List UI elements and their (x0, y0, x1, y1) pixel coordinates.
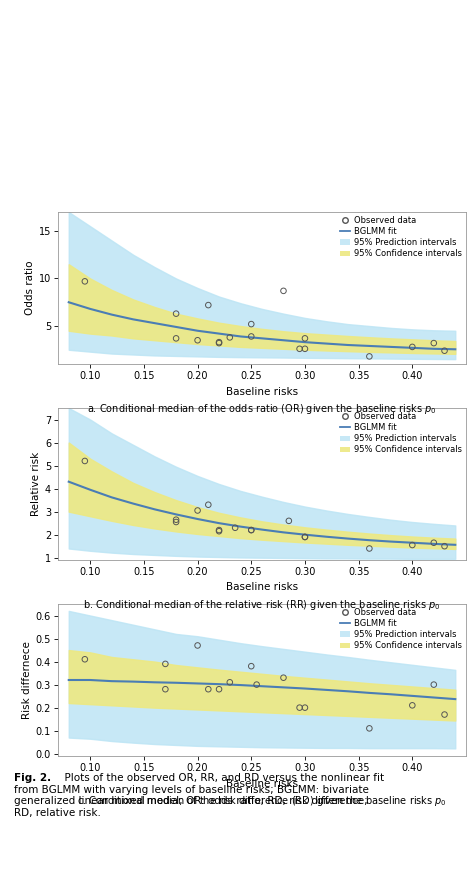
Point (226, 330, 234, 344)
X-axis label: Baseline risks: Baseline risks (226, 387, 298, 396)
Point (301, 700, 309, 714)
Y-axis label: Odds ratio: Odds ratio (25, 260, 35, 315)
Text: a. Conditional median of the odds ratio (OR) given the baseline risks $p_0$: a. Conditional median of the odds ratio … (87, 402, 437, 416)
Point (215, 336, 223, 350)
Text: c. Conditional median of the risk difference (RD) given the baseline risks $p_0$: c. Conditional median of the risk differ… (77, 794, 447, 808)
Y-axis label: Relative risk: Relative risk (31, 452, 41, 517)
Point (365, 542, 373, 556)
Point (81, 274, 89, 288)
Point (204, 497, 212, 511)
Point (441, 707, 448, 721)
Point (231, 521, 239, 535)
Point (81, 652, 89, 666)
Point (301, 341, 309, 355)
Point (173, 307, 180, 321)
Point (409, 340, 416, 354)
Point (247, 523, 255, 537)
Point (173, 515, 180, 529)
Text: b. Conditional median of the relative risk (RR) given the baseline risks $p_0$: b. Conditional median of the relative ri… (83, 598, 441, 612)
Point (215, 523, 223, 537)
Legend: Observed data, BGLMM fit, 95% Prediction intervals, 95% Confidence intervals: Observed data, BGLMM fit, 95% Prediction… (339, 606, 464, 652)
Point (194, 503, 201, 517)
Point (81, 454, 89, 468)
Point (173, 331, 180, 345)
Point (301, 530, 309, 544)
Point (280, 671, 287, 685)
Point (247, 329, 255, 343)
Point (441, 344, 448, 358)
Point (162, 682, 169, 696)
Text: Plots of the observed OR, RR, and RD versus the nonlinear fit: Plots of the observed OR, RR, and RD ver… (58, 773, 384, 783)
Point (365, 349, 373, 363)
Point (301, 331, 309, 345)
Point (441, 539, 448, 553)
Point (215, 524, 223, 538)
X-axis label: Baseline risks: Baseline risks (226, 583, 298, 592)
Point (285, 514, 292, 528)
Point (430, 678, 438, 692)
Point (215, 335, 223, 349)
Point (280, 284, 287, 298)
Point (296, 341, 303, 355)
Point (173, 513, 180, 527)
Point (253, 678, 260, 692)
Point (226, 675, 234, 689)
Point (215, 682, 223, 696)
Point (296, 700, 303, 714)
Point (430, 536, 438, 550)
Point (247, 523, 255, 537)
Point (409, 699, 416, 712)
Point (430, 336, 438, 350)
Point (194, 334, 201, 348)
Point (247, 317, 255, 331)
Point (204, 682, 212, 696)
X-axis label: Baseline risks: Baseline risks (226, 779, 298, 788)
Legend: Observed data, BGLMM fit, 95% Prediction intervals, 95% Confidence intervals: Observed data, BGLMM fit, 95% Prediction… (339, 214, 464, 260)
Point (204, 298, 212, 312)
Point (301, 530, 309, 544)
Point (365, 721, 373, 735)
Text: from BGLMM with varying levels of baseline risks; BGLMM: bivariate: from BGLMM with varying levels of baseli… (14, 785, 369, 794)
Text: generalized linear mixed model; OR: odds ratio; RD, risk difference;: generalized linear mixed model; OR: odds… (14, 796, 368, 806)
Point (162, 657, 169, 671)
Point (409, 538, 416, 552)
Text: Fig. 2.: Fig. 2. (14, 773, 51, 783)
Legend: Observed data, BGLMM fit, 95% Prediction intervals, 95% Confidence intervals: Observed data, BGLMM fit, 95% Prediction… (339, 410, 464, 456)
Y-axis label: Risk differnece: Risk differnece (21, 641, 31, 719)
Point (194, 638, 201, 652)
Point (247, 659, 255, 673)
Text: RD, relative risk.: RD, relative risk. (14, 807, 101, 818)
